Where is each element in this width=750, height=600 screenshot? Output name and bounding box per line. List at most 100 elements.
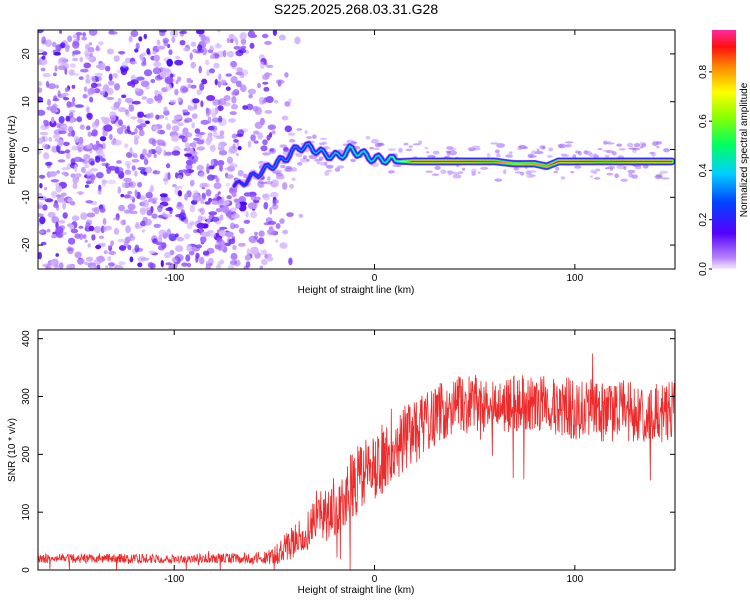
noise-blob [197,44,203,51]
noise-blob [88,225,95,232]
halo-blob [405,148,413,152]
noise-blob [74,251,82,259]
noise-blob [62,212,68,219]
noise-blob [98,235,105,239]
noise-blob [86,144,93,150]
noise-blob [108,245,113,249]
noise-blob [137,167,147,171]
halo-blob [306,158,310,162]
noise-blob [58,130,67,135]
y-tick-label: 0 [21,567,32,573]
noise-blob [208,165,215,170]
y-tick-label: 0 [21,146,32,152]
noise-blob [38,87,43,93]
noise-blob [113,55,120,62]
noise-blob [107,255,112,262]
noise-blob [215,264,222,269]
noise-blob [207,49,213,53]
noise-blob [127,235,136,241]
noise-blob [271,130,276,135]
noise-blob [43,152,50,160]
halo-blob [432,150,440,155]
noise-blob [187,262,192,268]
noise-blob [205,189,212,197]
noise-blob [117,186,122,194]
halo-blob [373,147,380,151]
ridge-segment [322,149,327,156]
noise-blob [171,135,179,142]
ridge-segment [373,155,377,161]
noise-blob [141,199,150,208]
noise-blob [271,204,279,210]
noise-blob [61,62,70,70]
noise-blob [40,241,47,246]
noise-blob [187,104,192,110]
noise-blob [44,198,54,203]
ridge-segment [252,172,257,176]
noise-blob [94,226,102,233]
halo-blob [447,170,452,176]
noise-blob [154,75,163,81]
noise-blob [96,64,103,69]
noise-blob [191,193,201,201]
noise-blob [229,260,238,265]
noise-blob [174,88,179,96]
noise-blob [144,218,152,226]
noise-blob [192,98,200,104]
noise-blob [266,256,274,262]
ridge-segment [317,148,322,153]
noise-blob [171,119,179,124]
ridge-segment [310,146,315,153]
noise-blob [124,169,132,175]
noise-blob [139,53,144,60]
chart-title: S225.2025.268.03.31.G28 [274,1,438,17]
noise-blob [85,180,92,185]
noise-blob [207,134,213,143]
noise-blob [83,154,91,160]
halo-blob [589,175,593,178]
noise-blob [138,36,143,42]
noise-blob [198,65,202,74]
snr-xlabel: Height of straight line (km) [298,585,415,596]
noise-blob [262,81,269,85]
noise-blob [42,73,51,78]
noise-blob [176,237,184,242]
noise-blob [209,215,212,222]
noise-blob [124,160,131,167]
noise-blob [248,235,258,244]
noise-blob [183,233,191,240]
noise-blob [168,233,177,242]
noise-blob [267,124,276,130]
noise-blob [81,166,86,174]
noise-blob [174,187,179,196]
noise-blob [86,175,91,180]
ridge-segment [385,159,389,164]
noise-blob [142,148,148,156]
noise-blob [152,67,162,75]
noise-blob [139,207,147,216]
noise-blob [41,143,48,150]
noise-blob [173,114,183,120]
noise-blob [153,223,161,228]
noise-blob [57,90,61,98]
halo-blob [558,143,566,149]
halo-blob [462,167,466,171]
noise-blob [139,123,147,128]
noise-blob [154,89,159,96]
noise-blob [58,116,65,124]
noise-blob [177,201,182,207]
ridge-segment [377,154,382,159]
halo-blob [425,170,433,173]
noise-blob [78,233,84,240]
noise-blob [240,84,247,93]
noise-blob [85,74,90,79]
noise-blob [298,213,304,218]
noise-blob [84,239,88,243]
halo-blob [590,169,595,174]
noise-blob [234,89,238,93]
halo-blob [325,169,333,173]
noise-blob [63,171,69,177]
noise-blob [212,117,220,123]
noise-blob [130,30,139,37]
